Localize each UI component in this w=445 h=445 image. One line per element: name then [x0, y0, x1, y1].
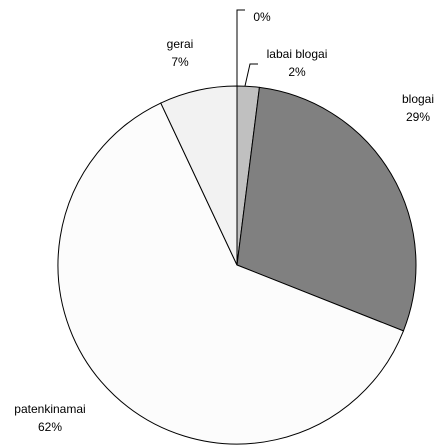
slice-label: patenkinamai [14, 402, 85, 416]
slice-label: gerai [167, 37, 194, 51]
pie-slice [160, 85, 238, 266]
pie-slice [236, 86, 417, 332]
slice-label: labai blogai [267, 47, 328, 61]
value-label: 62% [38, 420, 62, 434]
value-label: 29% [406, 110, 430, 124]
leader-line [244, 63, 258, 87]
pie-slice [57, 102, 405, 445]
value-label: 0% [253, 10, 271, 24]
value-label: 7% [171, 55, 189, 69]
leader-line [236, 9, 245, 86]
value-label: 2% [288, 65, 306, 79]
slice-label: blogai [402, 92, 434, 106]
